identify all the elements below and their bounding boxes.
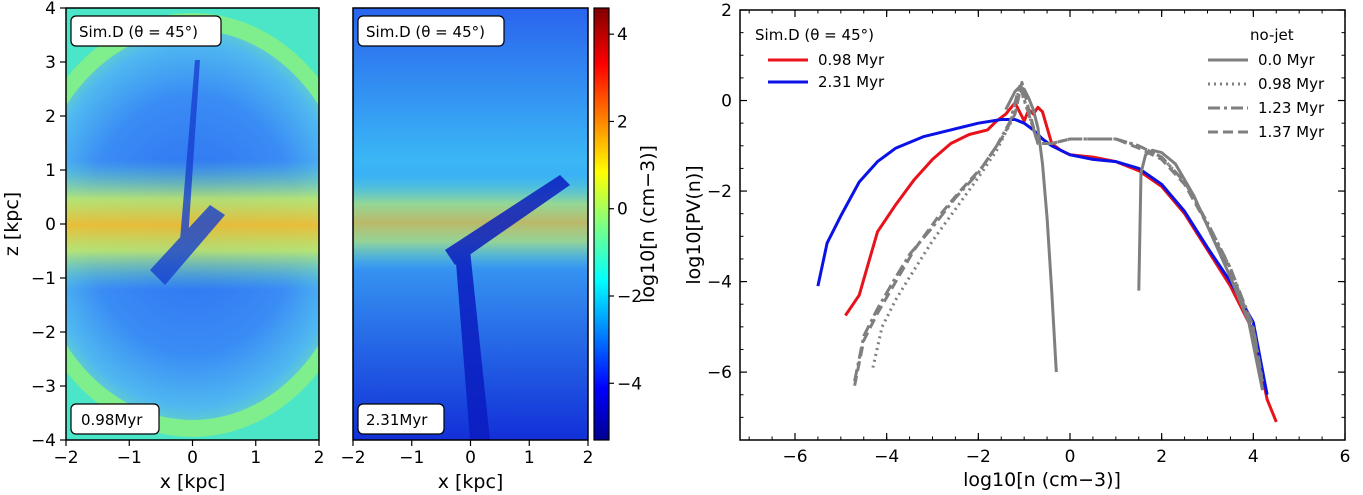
chart-xlabel: log10[n (cm−3)] — [963, 469, 1121, 491]
svg-text:Sim.D (θ = 45°): Sim.D (θ = 45°) — [366, 23, 485, 41]
x-tick-label: 1 — [250, 448, 261, 468]
colorbar-tick-label: 0 — [617, 200, 628, 220]
y-tick-label: −3 — [31, 377, 56, 397]
x-tick-label: 1 — [524, 448, 535, 468]
series-line-nojet-137 — [853, 80, 1264, 386]
legend-right-title: no-jet — [1250, 26, 1294, 44]
x-tick-label: 0 — [1065, 447, 1076, 467]
y-tick-label: 3 — [45, 53, 56, 73]
time-label-box-2: 2.31Myr — [357, 403, 445, 435]
y-tick-label: −6 — [707, 363, 732, 383]
series-line-nojet-00 — [1137, 148, 1264, 391]
y-tick-label: 2 — [721, 1, 732, 21]
pdf-line-chart: −6 −4 −2 0 2 4 6 2 0 −2 −4 −6 log10[n (cm−3)] log10… — [683, 1, 1350, 491]
jet-channel — [445, 175, 570, 440]
y-tick-label: 0 — [721, 92, 732, 112]
chart-axis-ticks: −6 −4 −2 0 2 4 6 2 0 −2 −4 −6 — [707, 1, 1350, 467]
legend-label: 0.98 Myr — [1258, 75, 1325, 93]
colorbar-tick-label: −4 — [617, 374, 642, 394]
left-ylabel: z [kpc] — [1, 192, 23, 256]
legend-left-title: Sim.D (θ = 45°) — [755, 26, 874, 44]
legend-label: 2.31 Myr — [818, 73, 885, 91]
jet-channel — [150, 60, 225, 285]
left-xlabel-1: x [kpc] — [160, 471, 226, 493]
y-tick-label: −4 — [31, 431, 56, 451]
density-map-panel-2: Sim.D (θ = 45°) 2.31Myr — [352, 7, 589, 441]
y-tick-label: −1 — [31, 269, 56, 289]
colorbar-tick-label: 2 — [617, 112, 628, 132]
density-map-panel-1: Sim.D (θ = 45°) 0.98Myr — [65, 7, 320, 441]
x-tick-label: 0 — [465, 448, 476, 468]
legend-label: 1.23 Myr — [1258, 99, 1325, 117]
x-tick-label: −2 — [340, 448, 365, 468]
svg-text:Sim.D (θ = 45°): Sim.D (θ = 45°) — [79, 23, 198, 41]
x-tick-label: −1 — [117, 448, 142, 468]
legend: 0.98 Myr 2.31 Myr 0.0 Myr 0.98 Myr 1.23 Myr 1… — [768, 51, 1325, 141]
x-tick-label: −6 — [782, 447, 807, 467]
time-label-box-1: 0.98Myr — [70, 403, 160, 435]
chart-ylabel: log10[PV(n)] — [683, 165, 705, 284]
chart-series — [816, 80, 1278, 423]
y-tick-label: −4 — [707, 273, 732, 293]
legend-label: 0.98 Myr — [818, 51, 885, 69]
sim-label-box-2: Sim.D (θ = 45°) — [357, 15, 505, 47]
x-tick-label: −4 — [874, 447, 899, 467]
x-tick-label: 0 — [187, 448, 198, 468]
x-tick-label: 6 — [1340, 447, 1351, 467]
legend-label: 1.37 Myr — [1258, 123, 1325, 141]
x-tick-label: −2 — [966, 447, 991, 467]
y-tick-label: −2 — [31, 323, 56, 343]
x-tick-label: −2 — [53, 448, 78, 468]
colorbar: 4 2 0 −2 −4 log10[n (cm−3)] — [593, 7, 659, 441]
colorbar-ticks: 4 2 0 −2 −4 — [609, 25, 642, 394]
left-xlabel-2: x [kpc] — [438, 471, 504, 493]
series-line-nojet-098 — [871, 85, 1264, 386]
y-tick-label: −2 — [707, 182, 732, 202]
y-tick-label: 1 — [45, 161, 56, 181]
x-tick-label: 2 — [314, 448, 325, 468]
x-tick-label: 2 — [1156, 447, 1167, 467]
svg-text:0.98Myr: 0.98Myr — [81, 411, 143, 429]
sim-label-box-1: Sim.D (θ = 45°) — [70, 15, 222, 47]
x-tick-label: 4 — [1248, 447, 1259, 467]
colorbar-tick-label: −2 — [617, 287, 642, 307]
colorbar-tick-label: 4 — [617, 25, 628, 45]
y-tick-label: 2 — [45, 107, 56, 127]
y-tick-label: 0 — [45, 215, 56, 235]
svg-text:2.31Myr: 2.31Myr — [366, 411, 428, 429]
x-tick-label: 2 — [583, 448, 594, 468]
x-tick-label: −1 — [399, 448, 424, 468]
y-tick-label: 4 — [45, 0, 56, 19]
legend-label: 0.0 Myr — [1258, 51, 1315, 69]
colorbar-label: log10[n (cm−3)] — [637, 145, 659, 303]
